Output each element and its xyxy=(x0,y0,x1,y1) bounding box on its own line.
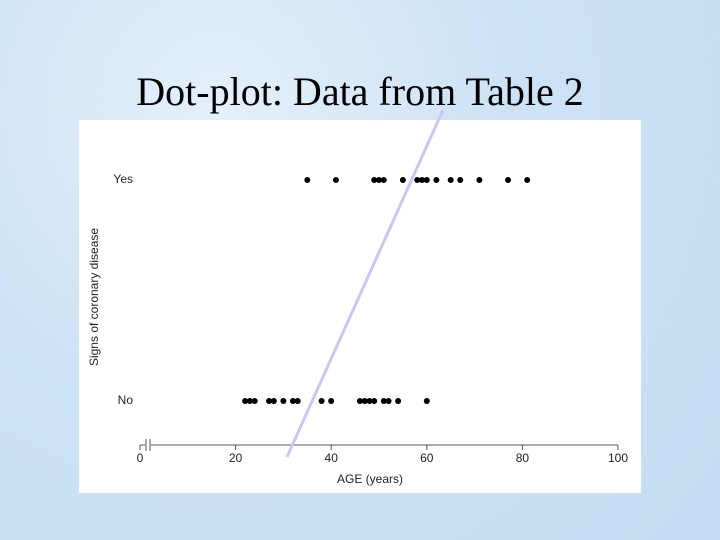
dot xyxy=(423,177,430,183)
chart-panel xyxy=(79,120,641,493)
dot xyxy=(476,177,483,183)
dot xyxy=(380,398,387,404)
dot xyxy=(270,398,277,404)
y-axis-label: Signs of coronary disease xyxy=(87,228,101,366)
x-tick-label: 100 xyxy=(608,451,628,465)
dot xyxy=(266,398,273,404)
dot xyxy=(505,177,512,183)
x-tick-label: 40 xyxy=(325,451,339,465)
dot xyxy=(399,177,406,183)
axis-break-gap xyxy=(145,439,151,451)
dot xyxy=(246,398,253,404)
dot xyxy=(356,398,363,404)
dot xyxy=(304,177,311,183)
dot xyxy=(524,177,531,183)
annotation-line xyxy=(285,109,445,458)
dot xyxy=(395,398,402,404)
slide-title: Dot-plot: Data from Table 2 xyxy=(136,69,584,114)
x-tick-label: 20 xyxy=(229,451,243,465)
y-category-label: No xyxy=(118,393,134,407)
dot xyxy=(380,177,387,183)
x-tick-label: 0 xyxy=(137,451,144,465)
dot xyxy=(433,177,440,183)
dot xyxy=(361,398,368,404)
dot xyxy=(419,177,426,183)
dot xyxy=(376,177,382,183)
dot xyxy=(371,177,378,183)
dot xyxy=(242,398,249,404)
x-tick-label: 60 xyxy=(420,451,434,465)
dot xyxy=(423,398,430,404)
dot xyxy=(414,177,421,183)
dot xyxy=(366,398,373,404)
dot xyxy=(328,398,335,404)
x-tick-label: 80 xyxy=(516,451,530,465)
dot xyxy=(447,177,454,183)
y-category-label: Yes xyxy=(113,172,133,186)
dot xyxy=(294,398,301,404)
dot xyxy=(332,177,339,183)
dot xyxy=(251,398,258,404)
dot xyxy=(371,398,378,404)
dot xyxy=(280,398,287,404)
dot xyxy=(318,398,325,404)
x-axis-label: AGE (years) xyxy=(337,472,403,486)
dot xyxy=(457,177,464,183)
dot xyxy=(289,398,296,404)
dot xyxy=(385,398,392,404)
